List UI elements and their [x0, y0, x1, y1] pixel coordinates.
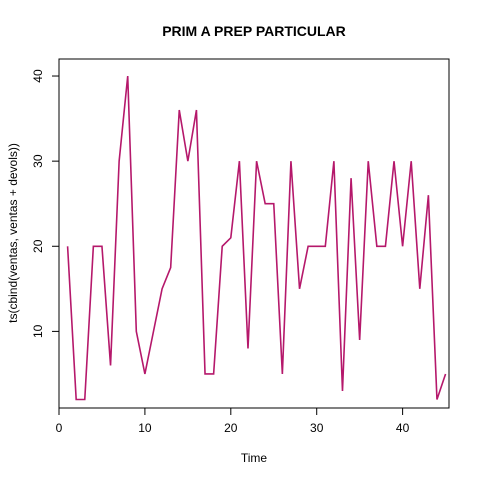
y-tick-label: 10 — [31, 324, 45, 338]
x-tick-label: 40 — [396, 421, 410, 435]
chart-title: PRIM A PREP PARTICULAR — [162, 23, 346, 39]
x-axis: 0 10 20 30 40 — [56, 407, 410, 435]
y-axis: 10 20 30 40 — [31, 69, 60, 338]
x-tick-label: 10 — [138, 421, 152, 435]
y-axis-label: ts(cbind(ventas, ventas + devols)) — [6, 143, 20, 323]
y-tick-label: 20 — [31, 239, 45, 253]
x-tick-label: 0 — [56, 421, 63, 435]
y-tick-label: 40 — [31, 69, 45, 83]
x-tick-label: 30 — [310, 421, 324, 435]
y-tick-label: 30 — [31, 154, 45, 168]
plot-series — [66, 75, 447, 401]
x-axis-label: Time — [241, 451, 268, 465]
series-line — [66, 75, 447, 401]
x-tick-label: 20 — [224, 421, 238, 435]
